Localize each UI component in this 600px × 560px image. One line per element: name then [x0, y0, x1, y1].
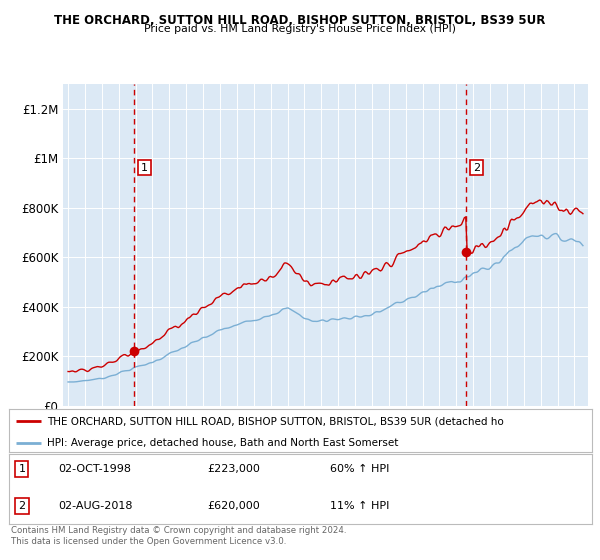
Text: 1: 1: [19, 464, 25, 474]
Text: 1: 1: [141, 163, 148, 172]
Text: 11% ↑ HPI: 11% ↑ HPI: [330, 501, 389, 511]
Text: 2: 2: [18, 501, 25, 511]
Text: Price paid vs. HM Land Registry's House Price Index (HPI): Price paid vs. HM Land Registry's House …: [144, 24, 456, 34]
Text: Contains HM Land Registry data © Crown copyright and database right 2024.
This d: Contains HM Land Registry data © Crown c…: [11, 526, 346, 546]
Text: HPI: Average price, detached house, Bath and North East Somerset: HPI: Average price, detached house, Bath…: [47, 438, 398, 448]
Text: 2: 2: [473, 163, 480, 172]
Text: £620,000: £620,000: [207, 501, 260, 511]
Text: £223,000: £223,000: [207, 464, 260, 474]
Text: 02-AUG-2018: 02-AUG-2018: [59, 501, 133, 511]
Text: THE ORCHARD, SUTTON HILL ROAD, BISHOP SUTTON, BRISTOL, BS39 5UR (detached ho: THE ORCHARD, SUTTON HILL ROAD, BISHOP SU…: [47, 416, 503, 426]
Text: 02-OCT-1998: 02-OCT-1998: [59, 464, 131, 474]
Text: 60% ↑ HPI: 60% ↑ HPI: [330, 464, 389, 474]
Text: THE ORCHARD, SUTTON HILL ROAD, BISHOP SUTTON, BRISTOL, BS39 5UR: THE ORCHARD, SUTTON HILL ROAD, BISHOP SU…: [55, 14, 545, 27]
